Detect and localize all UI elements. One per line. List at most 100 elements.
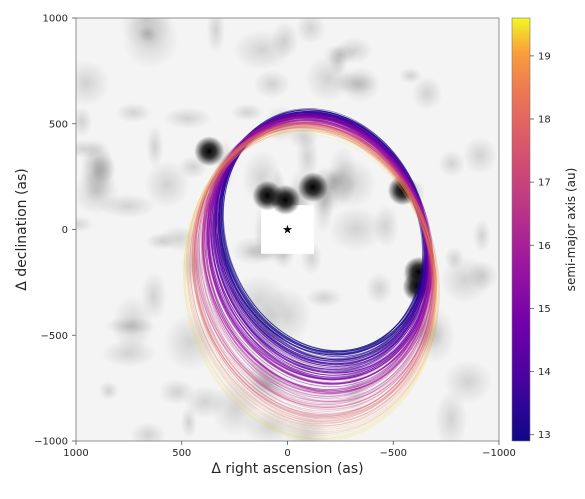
noise-blob: [295, 18, 326, 45]
orbit-track: [191, 125, 436, 419]
orbit-track: [188, 127, 440, 433]
orbit-track: [192, 123, 437, 426]
noise-blob: [467, 260, 499, 292]
noise-blob: [111, 295, 154, 354]
y-tick-label: 1000: [43, 14, 68, 25]
orbit-track: [187, 127, 436, 427]
orbit-track: [193, 129, 438, 422]
orbit-track: [201, 117, 431, 395]
colorbar-frame: [511, 17, 531, 442]
orbit-track: [189, 123, 437, 425]
colorbar-title: semi-major axis (au): [564, 168, 578, 292]
orbit-track: [207, 117, 432, 384]
orbit-track: [192, 125, 436, 417]
noise-blob: [115, 102, 152, 123]
orbit-track: [184, 127, 438, 437]
noise-blob: [438, 150, 466, 178]
noise-blob: [304, 55, 351, 103]
orbit-track: [181, 133, 438, 441]
orbit-track: [195, 122, 435, 408]
noise-blob: [98, 381, 119, 401]
orbit-track: [203, 121, 429, 394]
noise-blob: [414, 307, 456, 364]
orbit-track: [204, 116, 430, 392]
noise-blob: [232, 29, 292, 71]
noise-blob: [434, 390, 468, 441]
plot-area: ★: [75, 17, 500, 442]
orbit-track: [184, 129, 439, 439]
dark-source: [297, 172, 328, 203]
noise-blob: [76, 215, 95, 233]
orbit-track: [188, 129, 436, 425]
orbit-track: [202, 123, 435, 403]
dark-source: [194, 136, 225, 167]
orbit-track: [203, 118, 431, 397]
background-noise: [76, 18, 499, 441]
orbit-track: [183, 127, 440, 439]
orbit-track: [192, 123, 434, 420]
orbit-track: [195, 121, 433, 406]
colorbar: 13 14 15 16 17 18 19 semi-major axis (au): [511, 17, 578, 442]
dark-source: [252, 180, 283, 211]
orbit-tracks: [181, 108, 440, 441]
orbit-track: [192, 127, 433, 421]
noise-blob: [248, 373, 285, 394]
y-axis-title: Δ declination (as): [14, 168, 30, 291]
orbit-track: [193, 126, 435, 423]
noise-blob: [163, 312, 218, 372]
orbit-track: [186, 130, 439, 437]
y-tick-label: 500: [49, 119, 68, 130]
orbit-track: [201, 121, 432, 397]
orbit-track: [187, 129, 439, 441]
noise-blob: [76, 139, 106, 159]
y-tick-label: −1000: [34, 437, 68, 448]
orbit-track: [187, 127, 437, 427]
colorbar-tick-label: 13: [538, 430, 551, 441]
noise-blob: [372, 204, 399, 248]
orbit-track: [190, 127, 439, 430]
orbit-track: [193, 124, 437, 419]
x-tick-label: 500: [172, 448, 191, 459]
noise-blob: [253, 69, 291, 100]
orbit-track: [189, 127, 435, 422]
orbit-track: [193, 123, 436, 415]
orbit-track: [200, 123, 434, 411]
orbit-track: [194, 119, 435, 408]
orbit-track: [183, 129, 436, 441]
noise-blob: [120, 18, 174, 50]
orbit-track: [199, 125, 437, 407]
orbit-track: [198, 117, 433, 398]
orbit-track: [197, 124, 433, 414]
y-tick-label: 0: [62, 225, 68, 236]
colorbar-tick-label: 17: [538, 178, 551, 189]
orbit-track: [202, 124, 433, 395]
star-marker: ★: [282, 223, 293, 237]
orbit-track: [183, 133, 437, 440]
noise-blob: [328, 145, 358, 204]
noise-blob: [398, 67, 423, 84]
noise-blob: [130, 421, 166, 441]
orbit-track: [196, 126, 437, 416]
x-axis-title: Δ right ascension (as): [211, 461, 363, 477]
colorbar-tick-label: 16: [538, 241, 551, 252]
orbit-track: [197, 123, 435, 404]
noise-blob: [146, 125, 164, 168]
orbit-track: [186, 125, 437, 429]
orbit-track: [204, 119, 435, 393]
x-tick-label: −1000: [482, 448, 516, 459]
orbit-track: [201, 123, 434, 410]
noise-blob: [473, 219, 491, 253]
orbit-track: [203, 121, 434, 394]
orbit-track: [194, 122, 436, 417]
orbit-track: [183, 130, 437, 440]
noise-blob: [230, 103, 264, 122]
orbit-track: [202, 123, 431, 403]
orbit-track: [199, 120, 432, 399]
noise-blob: [206, 18, 226, 54]
colorbar-tick-label: 15: [538, 304, 551, 315]
orbit-track: [193, 124, 433, 417]
orbit-track: [195, 123, 436, 408]
noise-blob: [328, 206, 384, 252]
noise-blob: [365, 272, 394, 305]
